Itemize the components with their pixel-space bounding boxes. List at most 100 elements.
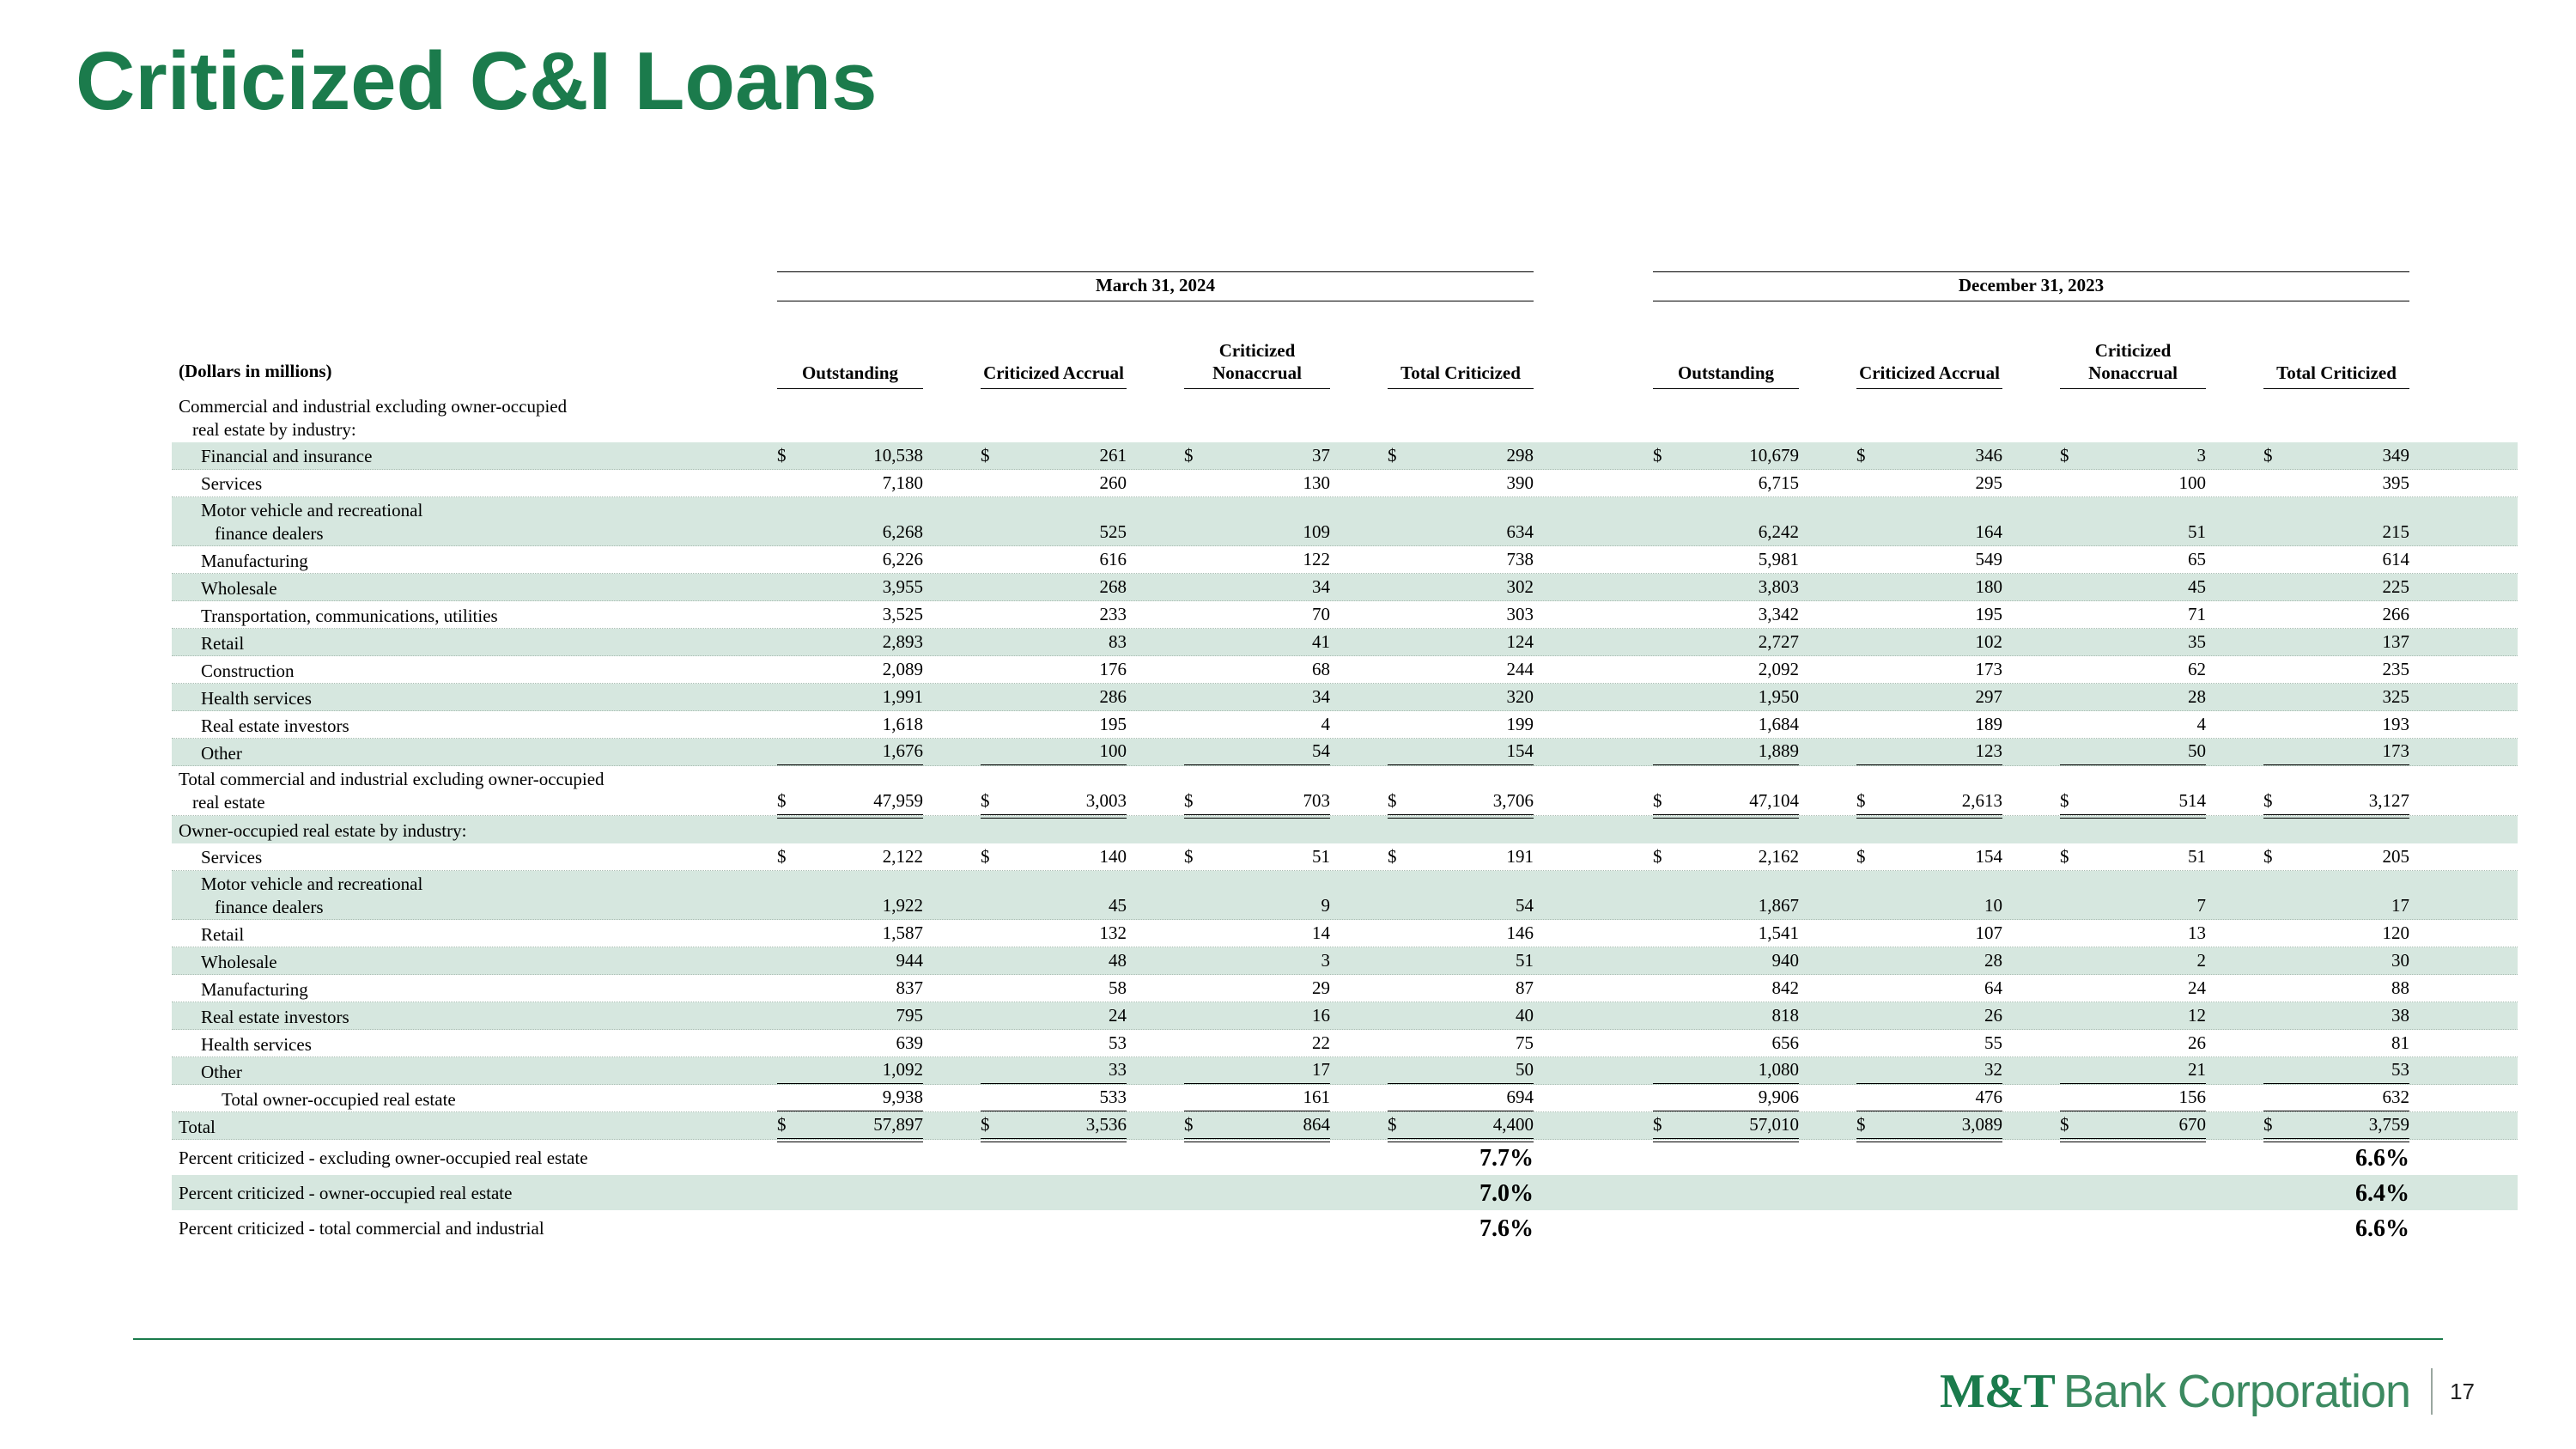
value-number: 302 [1506, 576, 1534, 598]
table-row: Transportation, communications, utilitie… [172, 601, 2518, 630]
value-number: 102 [1975, 631, 2003, 653]
value-cell: 22 [1184, 1032, 1388, 1056]
value-cell: $10,679 [1653, 445, 1856, 469]
row-label: Wholesale [172, 577, 777, 600]
bank-corporation-logo-text: Bank Corporation [2063, 1366, 2411, 1417]
value-number: 3,003 [1085, 789, 1127, 811]
value-cell: 189 [1856, 714, 2060, 738]
value-number: 17 [1312, 1059, 1330, 1081]
value-number: 940 [1771, 950, 1800, 971]
value-cell: 3,803 [1653, 576, 1856, 600]
value-box: 533 [981, 1087, 1127, 1112]
value-cell: 16 [1184, 1005, 1388, 1029]
value-box: 124 [1388, 631, 1534, 655]
value-cell: 1,684 [1653, 714, 1856, 738]
row-label-line: Wholesale [201, 952, 277, 973]
dollar-sign: $ [2263, 789, 2273, 811]
value-cell: $57,897 [777, 1114, 981, 1143]
dollar-sign: $ [2263, 1114, 2273, 1135]
value-number: 738 [1506, 549, 1534, 570]
row-label: Financial and insurance [172, 445, 777, 468]
value-cell: 38 [2263, 1005, 2467, 1029]
value-number: 45 [2188, 576, 2206, 598]
value-number: 199 [1506, 714, 1534, 735]
value-cell: 55 [1856, 1032, 2060, 1056]
value-box: $3,003 [981, 789, 1127, 819]
value-box: 146 [1388, 922, 1534, 947]
value-box: 107 [1856, 922, 2003, 947]
value-number: 54 [1516, 895, 1534, 916]
value-cell: 26 [2060, 1032, 2263, 1056]
row-label-line: Wholesale [201, 577, 277, 599]
value-cell: 837 [777, 977, 981, 1002]
value-number: 189 [1975, 714, 2003, 735]
value-cell: 390 [1388, 472, 1591, 496]
value-cell: 32 [1856, 1059, 2060, 1085]
value-box: $4,400 [1388, 1114, 1534, 1143]
value-number: 3,127 [2368, 789, 2409, 811]
row-label: Real estate investors [172, 1006, 777, 1029]
value-cell: 694 [1388, 1087, 1591, 1112]
value-number: 88 [2391, 977, 2409, 999]
value-cell: 6.4% [2263, 1180, 2467, 1208]
row-label: Percent criticized - excluding owner-occ… [172, 1147, 777, 1170]
value-number: 3 [2196, 444, 2207, 466]
value-number: 68 [1312, 659, 1330, 680]
value-number: 1,922 [882, 895, 923, 916]
column-header: Criticized Nonaccrual [2060, 308, 2263, 389]
value-box: 70 [1184, 604, 1330, 628]
value-cell: 195 [1856, 604, 2060, 628]
value-number: 28 [2188, 686, 2206, 708]
value-number: 268 [1099, 576, 1127, 598]
value-cell: 7.6% [1388, 1215, 1591, 1243]
value-number: 70 [1312, 604, 1330, 625]
value-box: $205 [2263, 846, 2409, 870]
table-row: Owner-occupied real estate by industry: [172, 815, 2518, 843]
value-number: 3,536 [1085, 1114, 1127, 1135]
value-cell: 549 [1856, 549, 2060, 573]
dollar-sign: $ [1388, 789, 1397, 811]
value-cell: 14 [1184, 922, 1388, 947]
value-number: 24 [2188, 977, 2206, 999]
table-body: Commercial and industrial excluding owne… [172, 393, 2518, 1245]
value-number: 395 [2382, 472, 2410, 493]
value-box: 944 [777, 950, 924, 974]
value-box: 320 [1388, 686, 1534, 710]
value-box: 1,867 [1653, 895, 1799, 919]
value-number: 2,162 [1758, 845, 1799, 867]
value-cell: 120 [2263, 922, 2467, 947]
value-number: 193 [2382, 714, 2410, 735]
value-number: 10,538 [873, 444, 923, 466]
column-header: Criticized Accrual [1856, 308, 2060, 389]
value-box: 65 [2060, 549, 2206, 573]
row-label-line: finance dealers [215, 522, 324, 544]
row-label-line: Total [179, 1117, 216, 1138]
value-cell: 58 [981, 977, 1184, 1002]
value-cell: 199 [1388, 714, 1591, 738]
dollar-sign: $ [1388, 1114, 1397, 1135]
row-label-line: Percent criticized - excluding owner-occ… [179, 1148, 588, 1169]
value-box: 48 [981, 950, 1127, 974]
value-box: 295 [1856, 472, 2003, 496]
value-box: 476 [1856, 1087, 2002, 1112]
row-label-line: real estate by industry: [192, 419, 356, 441]
value-cell: 51 [1388, 950, 1591, 974]
value-box: 122 [1184, 549, 1331, 573]
value-number: 161 [1303, 1087, 1331, 1108]
value-number: 130 [1303, 472, 1331, 493]
value-number: 3,342 [1758, 604, 1799, 625]
value-box: 3 [1184, 950, 1331, 974]
value-box: 195 [1856, 604, 2003, 628]
value-box: 195 [981, 714, 1127, 738]
value-number: 38 [2391, 1005, 2409, 1026]
value-box: 7.6% [1388, 1215, 1534, 1243]
value-number: 51 [1312, 845, 1330, 867]
table-row: Health services 1,991 286 34 320 1,950 297 28 32… [172, 684, 2518, 712]
dollar-sign: $ [1388, 845, 1397, 867]
value-number: 173 [2382, 740, 2410, 762]
value-number: 64 [1984, 977, 2002, 999]
value-box: 137 [2263, 631, 2410, 655]
dollar-sign: $ [777, 845, 787, 867]
value-number: 260 [1099, 472, 1127, 493]
value-cell: 130 [1184, 472, 1388, 496]
